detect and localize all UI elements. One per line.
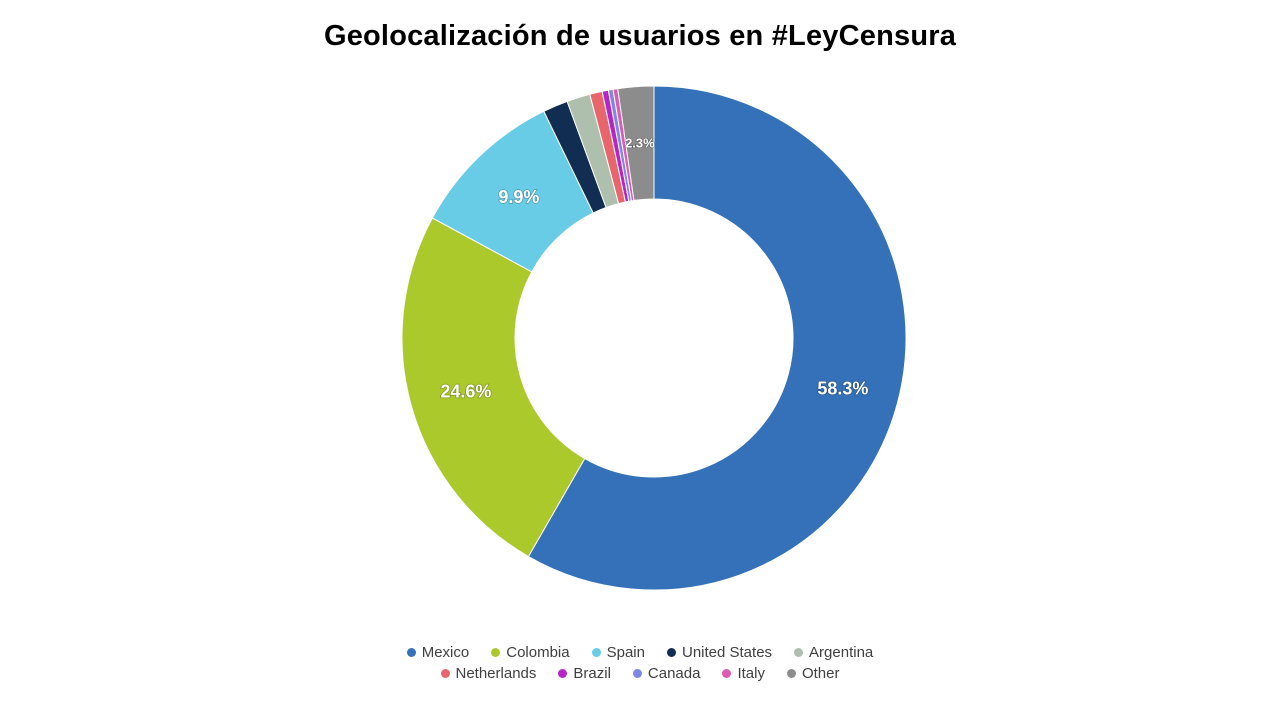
legend-item-argentina: Argentina xyxy=(794,644,873,661)
chart-title: Geolocalización de usuarios en #LeyCensu… xyxy=(323,20,957,52)
slice-colombia xyxy=(401,217,586,558)
legend-swatch xyxy=(632,669,642,678)
data-label-colombia: 24.6% xyxy=(440,381,491,401)
legend-item-other: Other xyxy=(786,665,840,682)
legend-label: Colombia xyxy=(506,644,570,661)
slices-group xyxy=(401,85,907,591)
legend-item-colombia: Colombia xyxy=(491,644,570,661)
legend-item-mexico: Mexico xyxy=(406,644,470,661)
legend-item-canada: Canada xyxy=(632,665,701,682)
data-labels-group: 58.3% 24.6% 9.9% 2.3% xyxy=(440,135,870,402)
legend-item-netherlands: Netherlands xyxy=(440,665,537,682)
legend-row-2: Netherlands Brazil Canada Italy Other xyxy=(440,665,840,682)
legend-swatch xyxy=(591,648,601,657)
legend-swatch xyxy=(406,648,416,657)
legend-label: Mexico xyxy=(421,644,470,661)
legend-swatch xyxy=(558,669,568,678)
legend-swatch xyxy=(440,669,450,678)
slice-mexico xyxy=(527,85,907,591)
data-label-spain: 9.9% xyxy=(498,187,539,207)
legend-label: United States xyxy=(681,644,773,661)
legend-label: Spain xyxy=(606,644,645,661)
legend-item-spain: Spain xyxy=(591,644,645,661)
legend-swatch xyxy=(491,648,501,657)
data-label-other: 2.3% xyxy=(625,136,655,151)
legend-swatch xyxy=(794,648,804,657)
legend-item-italy: Italy xyxy=(722,665,765,682)
legend-label: Other xyxy=(801,665,840,682)
legend-label: Canada xyxy=(647,665,701,682)
data-label-mexico: 58.3% xyxy=(817,378,868,398)
legend-swatch xyxy=(666,648,676,657)
legend-label: Brazil xyxy=(573,665,611,682)
legend-swatch xyxy=(722,669,732,678)
slice-other xyxy=(617,85,655,202)
legend-row-1: Mexico Colombia Spain United States Argentin… xyxy=(406,644,873,661)
legend-label: Netherlands xyxy=(455,665,537,682)
legend: Mexico Colombia Spain United States Argentin… xyxy=(0,644,1280,682)
legend-item-brazil: Brazil xyxy=(558,665,611,682)
legend-item-united-states: United States xyxy=(666,644,773,661)
legend-label: Italy xyxy=(737,665,765,682)
legend-label: Argentina xyxy=(809,644,874,661)
legend-swatch xyxy=(786,669,796,678)
